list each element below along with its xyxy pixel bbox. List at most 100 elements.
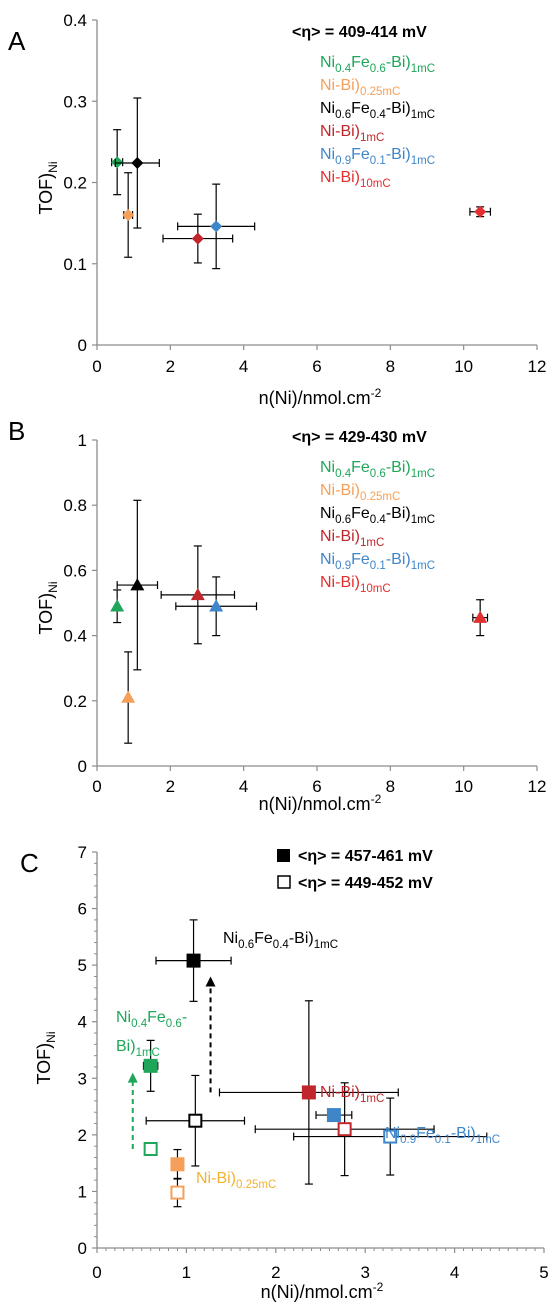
y-tick-label: 2: [78, 1126, 87, 1145]
legend-entry: Ni-Bi)10mC: [320, 169, 391, 190]
legend-open-label: <η> = 449-452 mV: [298, 875, 433, 892]
x-tick-label: 0: [92, 777, 101, 796]
legend-entry: Ni-Bi)1mC: [320, 123, 384, 144]
y-tick-label: 0.4: [63, 11, 87, 30]
data-point: [122, 209, 135, 221]
y-tick-label: 6: [78, 900, 87, 919]
data-point: [110, 599, 125, 612]
data-point: [170, 1157, 185, 1172]
data-point-open: [188, 1113, 203, 1128]
series-label: Bi)1mC: [116, 1038, 160, 1059]
data-point: [130, 578, 145, 591]
legend-entry: Ni-Bi)0.25mC: [320, 482, 400, 503]
legend-entry: Ni0.6Fe0.4-Bi)1mC: [320, 100, 435, 121]
y-tick-label: 4: [78, 1013, 87, 1032]
series-label: Ni-Bi)0.25mC: [196, 1170, 276, 1191]
series-label: Ni0.9Fe0.1-Bi)1mC: [385, 1125, 500, 1146]
x-tick-label: 4: [450, 1263, 459, 1282]
x-tick-label: 10: [454, 777, 473, 796]
x-tick-label: 8: [386, 777, 395, 796]
x-tick-label: 6: [312, 357, 321, 376]
y-tick-label: 5: [78, 956, 87, 975]
y-tick-label: 3: [78, 1069, 87, 1088]
data-point: [473, 610, 488, 623]
y-tick-label: 0.2: [63, 174, 87, 193]
legend-entry: Ni-Bi)10mC: [320, 574, 391, 595]
data-point: [191, 232, 204, 245]
legend: Ni0.4Fe0.6-Bi)1mCNi-Bi)0.25mCNi0.6Fe0.4-…: [320, 54, 435, 190]
x-tick-label: 2: [166, 777, 175, 796]
y-axis-label: TOF)Ni: [36, 161, 60, 214]
plot-area: 00.20.40.60.810 2 4 6 8 10 12: [63, 431, 546, 796]
overpotential-annotation: <η> = 429-430 mV: [292, 429, 427, 446]
y-tick-label: 7: [78, 843, 87, 862]
data-point-open: [143, 1142, 158, 1156]
chart-panel-b: B 00.20.40.60.810 2 4 6 8 10 12 <η> = 429-430 …: [8, 420, 546, 814]
legend-entry: Ni0.4Fe0.6-Bi)1mC: [320, 459, 435, 480]
legend: <η> = 457-461 mV <η> = 449-452 mV: [277, 848, 433, 892]
legend-filled-label: <η> = 457-461 mV: [298, 848, 433, 865]
legend: Ni0.4Fe0.6-Bi)1mCNi-Bi)0.25mCNi0.6Fe0.4-…: [320, 459, 435, 595]
trend-arrow-head: [127, 1072, 138, 1083]
series-label: Ni-Bi)1mC: [320, 1084, 384, 1105]
plot-area: 0 1 2 3 4 5 6 7 0 1 2 3 4 5: [78, 843, 549, 1282]
plot-area: 0 0.1 0.2 0.3 0.4 0 2 4 6 8 10 12: [63, 11, 546, 376]
y-tick-label: 0.1: [63, 255, 87, 274]
data-point: [326, 1108, 341, 1123]
data-point: [186, 953, 201, 968]
x-tick-label: 2: [271, 1263, 280, 1282]
y-tick-label: 0.8: [63, 496, 87, 515]
data-point: [190, 587, 205, 601]
x-tick-label: 5: [539, 1263, 548, 1282]
x-axis-label: n(Ni)/nmol.cm-2: [259, 792, 382, 814]
legend-entry: Ni0.9Fe0.1-Bi)1mC: [320, 551, 435, 572]
x-tick-label: 4: [239, 357, 248, 376]
legend-entry: Ni0.6Fe0.4-Bi)1mC: [320, 505, 435, 526]
data-point-open: [337, 1122, 352, 1137]
y-tick-label: 0: [78, 757, 87, 776]
x-tick-label: 6: [312, 777, 321, 796]
x-axis-label: n(Ni)/nmol.cm-2: [261, 1280, 384, 1302]
x-tick-label: 2: [166, 357, 175, 376]
panel-letter: A: [8, 26, 26, 56]
legend-entry: Ni-Bi)1mC: [320, 528, 384, 549]
y-tick-label: 1: [78, 1182, 87, 1201]
y-axis-label: TOF)Ni: [36, 581, 60, 634]
data-point: [131, 157, 144, 169]
data-point: [143, 1058, 158, 1073]
x-tick-label: 10: [454, 357, 473, 376]
data-point: [301, 1085, 316, 1100]
y-axis-label: TOF)Ni: [34, 1031, 58, 1084]
data-point-open: [170, 1185, 185, 1200]
y-tick-label: 0: [78, 1239, 87, 1258]
y-tick-label: 0.6: [63, 561, 87, 580]
trend-arrow-head: [205, 976, 216, 987]
panel-letter: B: [8, 420, 25, 446]
legend-filled-square: [277, 849, 290, 862]
y-tick-label: 0.4: [63, 627, 87, 646]
y-tick-label: 0.3: [63, 92, 87, 111]
x-tick-label: 3: [360, 1263, 369, 1282]
chart-panel-c: C 0 1 2 3 4 5 6 7 0 1 2 3 4 5 <η> = 457-461 mV <η> = …: [20, 843, 549, 1302]
overpotential-annotation: <η> = 409-414 mV: [292, 24, 427, 41]
x-tick-label: 12: [528, 777, 547, 796]
series-label: Ni0.6Fe0.4-Bi)1mC: [223, 930, 338, 951]
x-axis-label: n(Ni)/nmol.cm-2: [259, 386, 382, 408]
x-tick-label: 8: [386, 357, 395, 376]
data-point: [210, 220, 223, 233]
x-tick-label: 0: [92, 357, 101, 376]
legend-open-square: [277, 875, 291, 889]
y-tick-label: 0.2: [63, 692, 87, 711]
data-point-open: [383, 1129, 398, 1144]
chart-panel-a: A 0 0.1 0.2 0.3 0.4 0 2 4 6 8 10 12 <η> = 409-414 m…: [8, 11, 546, 408]
legend-entry: Ni-Bi)0.25mC: [320, 77, 400, 98]
series-label: Ni0.4Fe0.6-: [116, 1009, 187, 1030]
x-tick-label: 1: [182, 1263, 191, 1282]
panel-letter: C: [20, 848, 39, 878]
x-tick-label: 0: [92, 1263, 101, 1282]
series-labels: Ni0.6Fe0.4-Bi)1mC Ni0.4Fe0.6- Bi)1mC Ni-Bi)…: [116, 930, 500, 1191]
data-point: [121, 690, 136, 703]
legend-entry: Ni0.9Fe0.1-Bi)1mC: [320, 146, 435, 167]
x-tick-label: 12: [528, 357, 547, 376]
data-point: [474, 205, 487, 218]
